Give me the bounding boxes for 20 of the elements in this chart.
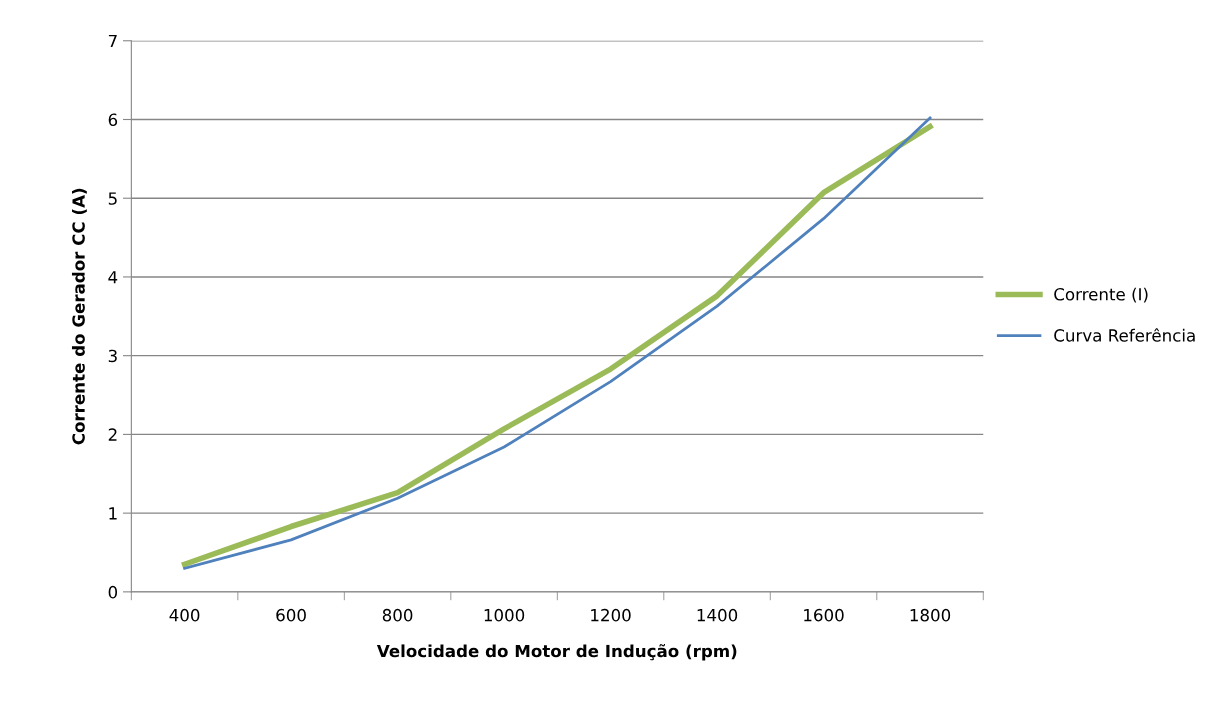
x-tick-label: 1800 <box>910 608 951 622</box>
y-tick-label: 3 <box>108 349 117 363</box>
y-tick-label: 7 <box>108 34 117 48</box>
x-tick-label: 1000 <box>484 608 525 622</box>
legend-label: Corrente (I) <box>1054 287 1148 303</box>
y-tick-label: 6 <box>108 113 118 127</box>
x-tick-label: 600 <box>276 608 306 622</box>
x-tick-label: 800 <box>382 608 413 622</box>
x-axis-title: Velocidade do Motor de Indução (rpm) <box>376 644 737 661</box>
y-tick-label: 0 <box>108 585 118 599</box>
y-tick-label: 5 <box>108 192 117 205</box>
x-tick-label: 1400 <box>697 608 738 622</box>
y-tick-label: 2 <box>108 428 117 441</box>
x-tick-label: 1200 <box>591 608 631 622</box>
x-tick-label: 1600 <box>804 608 844 622</box>
y-tick-label: 1 <box>109 507 117 520</box>
y-tick-label: 4 <box>108 271 118 284</box>
legend-label: Curva Referência <box>1054 328 1195 342</box>
x-tick-label: 400 <box>169 608 200 622</box>
y-axis-title: Corrente do Gerador CC (A) <box>71 188 87 445</box>
